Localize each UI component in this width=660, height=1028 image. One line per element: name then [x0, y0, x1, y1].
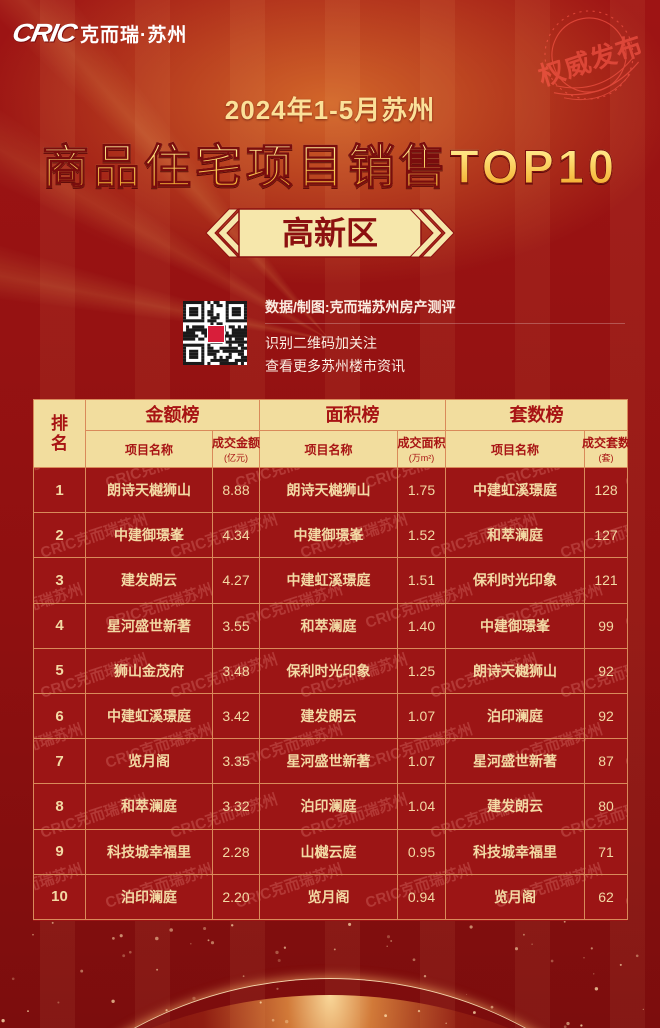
svg-text:高新区: 高新区 — [282, 215, 378, 251]
